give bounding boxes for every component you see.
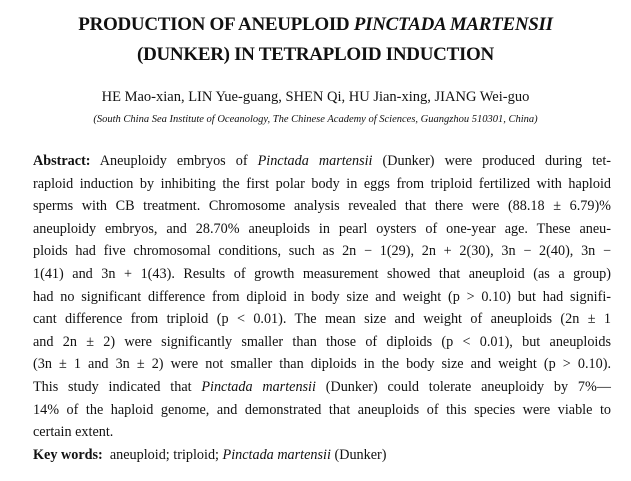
paper-title-line-2: (DUNKER) IN TETRAPLOID INDUCTION: [137, 44, 494, 65]
text: (Dunker) were produced during tet-: [372, 153, 612, 169]
abstract-line: (3n ± 1 and 3n ± 2) were not smaller tha…: [33, 356, 611, 373]
abstract-line: had no significant difference from diplo…: [33, 288, 611, 305]
abstract-line: 1(41) and 3n + 1(43). Results of growth …: [33, 265, 611, 282]
text: (Dunker): [330, 446, 387, 463]
abstract-line: aneuploidy embryos, and 28.70% aneuploid…: [33, 220, 611, 237]
text: aneuploid; triploid;: [102, 446, 223, 463]
abstract-line: raploid induction by inhibiting the firs…: [33, 175, 611, 192]
abstract-line: 14% of the haploid genome, and demonstra…: [33, 401, 611, 418]
abstract: Abstract: Aneuploidy embryos of Pinctada…: [33, 150, 611, 466]
abstract-line: Abstract: Aneuploidy embryos of Pinctada…: [33, 150, 611, 173]
paper-title-line-1: PRODUCTION OF ANEUPLOID PINCTADA MARTENS…: [0, 14, 631, 36]
affiliation: (South China Sea Institute of Oceanology…: [93, 114, 538, 125]
abstract-line: This study indicated that Pinctada marte…: [33, 376, 611, 399]
title-text: PRODUCTION OF ANEUPLOID: [78, 14, 354, 35]
species: Pinctada martensii: [201, 378, 316, 395]
authors: HE Mao-xian, LIN Yue-guang, SHEN Qi, HU …: [101, 89, 530, 105]
species: Pinctada martensii: [257, 153, 373, 169]
abstract-line: cant difference from triploid (p < 0.01)…: [33, 311, 611, 328]
keywords: Key words: aneuploid; triploid; Pinctada…: [33, 444, 611, 467]
abstract-line: and 2n ± 2) were significantly smaller t…: [33, 333, 611, 350]
title-species: PINCTADA MARTENSII: [353, 14, 553, 35]
text: (Dunker) could tolerate aneuploidy by 7%…: [315, 378, 611, 395]
abstract-line: certain extent.: [33, 424, 114, 441]
text: Aneuploidy embryos of: [90, 153, 258, 169]
species: Pinctada martensii: [222, 446, 331, 463]
text: This study indicated that: [33, 378, 202, 395]
abstract-line: sperms with CB treatment. Chromosome ana…: [33, 198, 611, 215]
abstract-line: ploids had five chromosomal conditions, …: [33, 243, 611, 260]
keywords-label: Key words:: [33, 446, 103, 463]
abstract-label: Abstract:: [33, 153, 91, 169]
